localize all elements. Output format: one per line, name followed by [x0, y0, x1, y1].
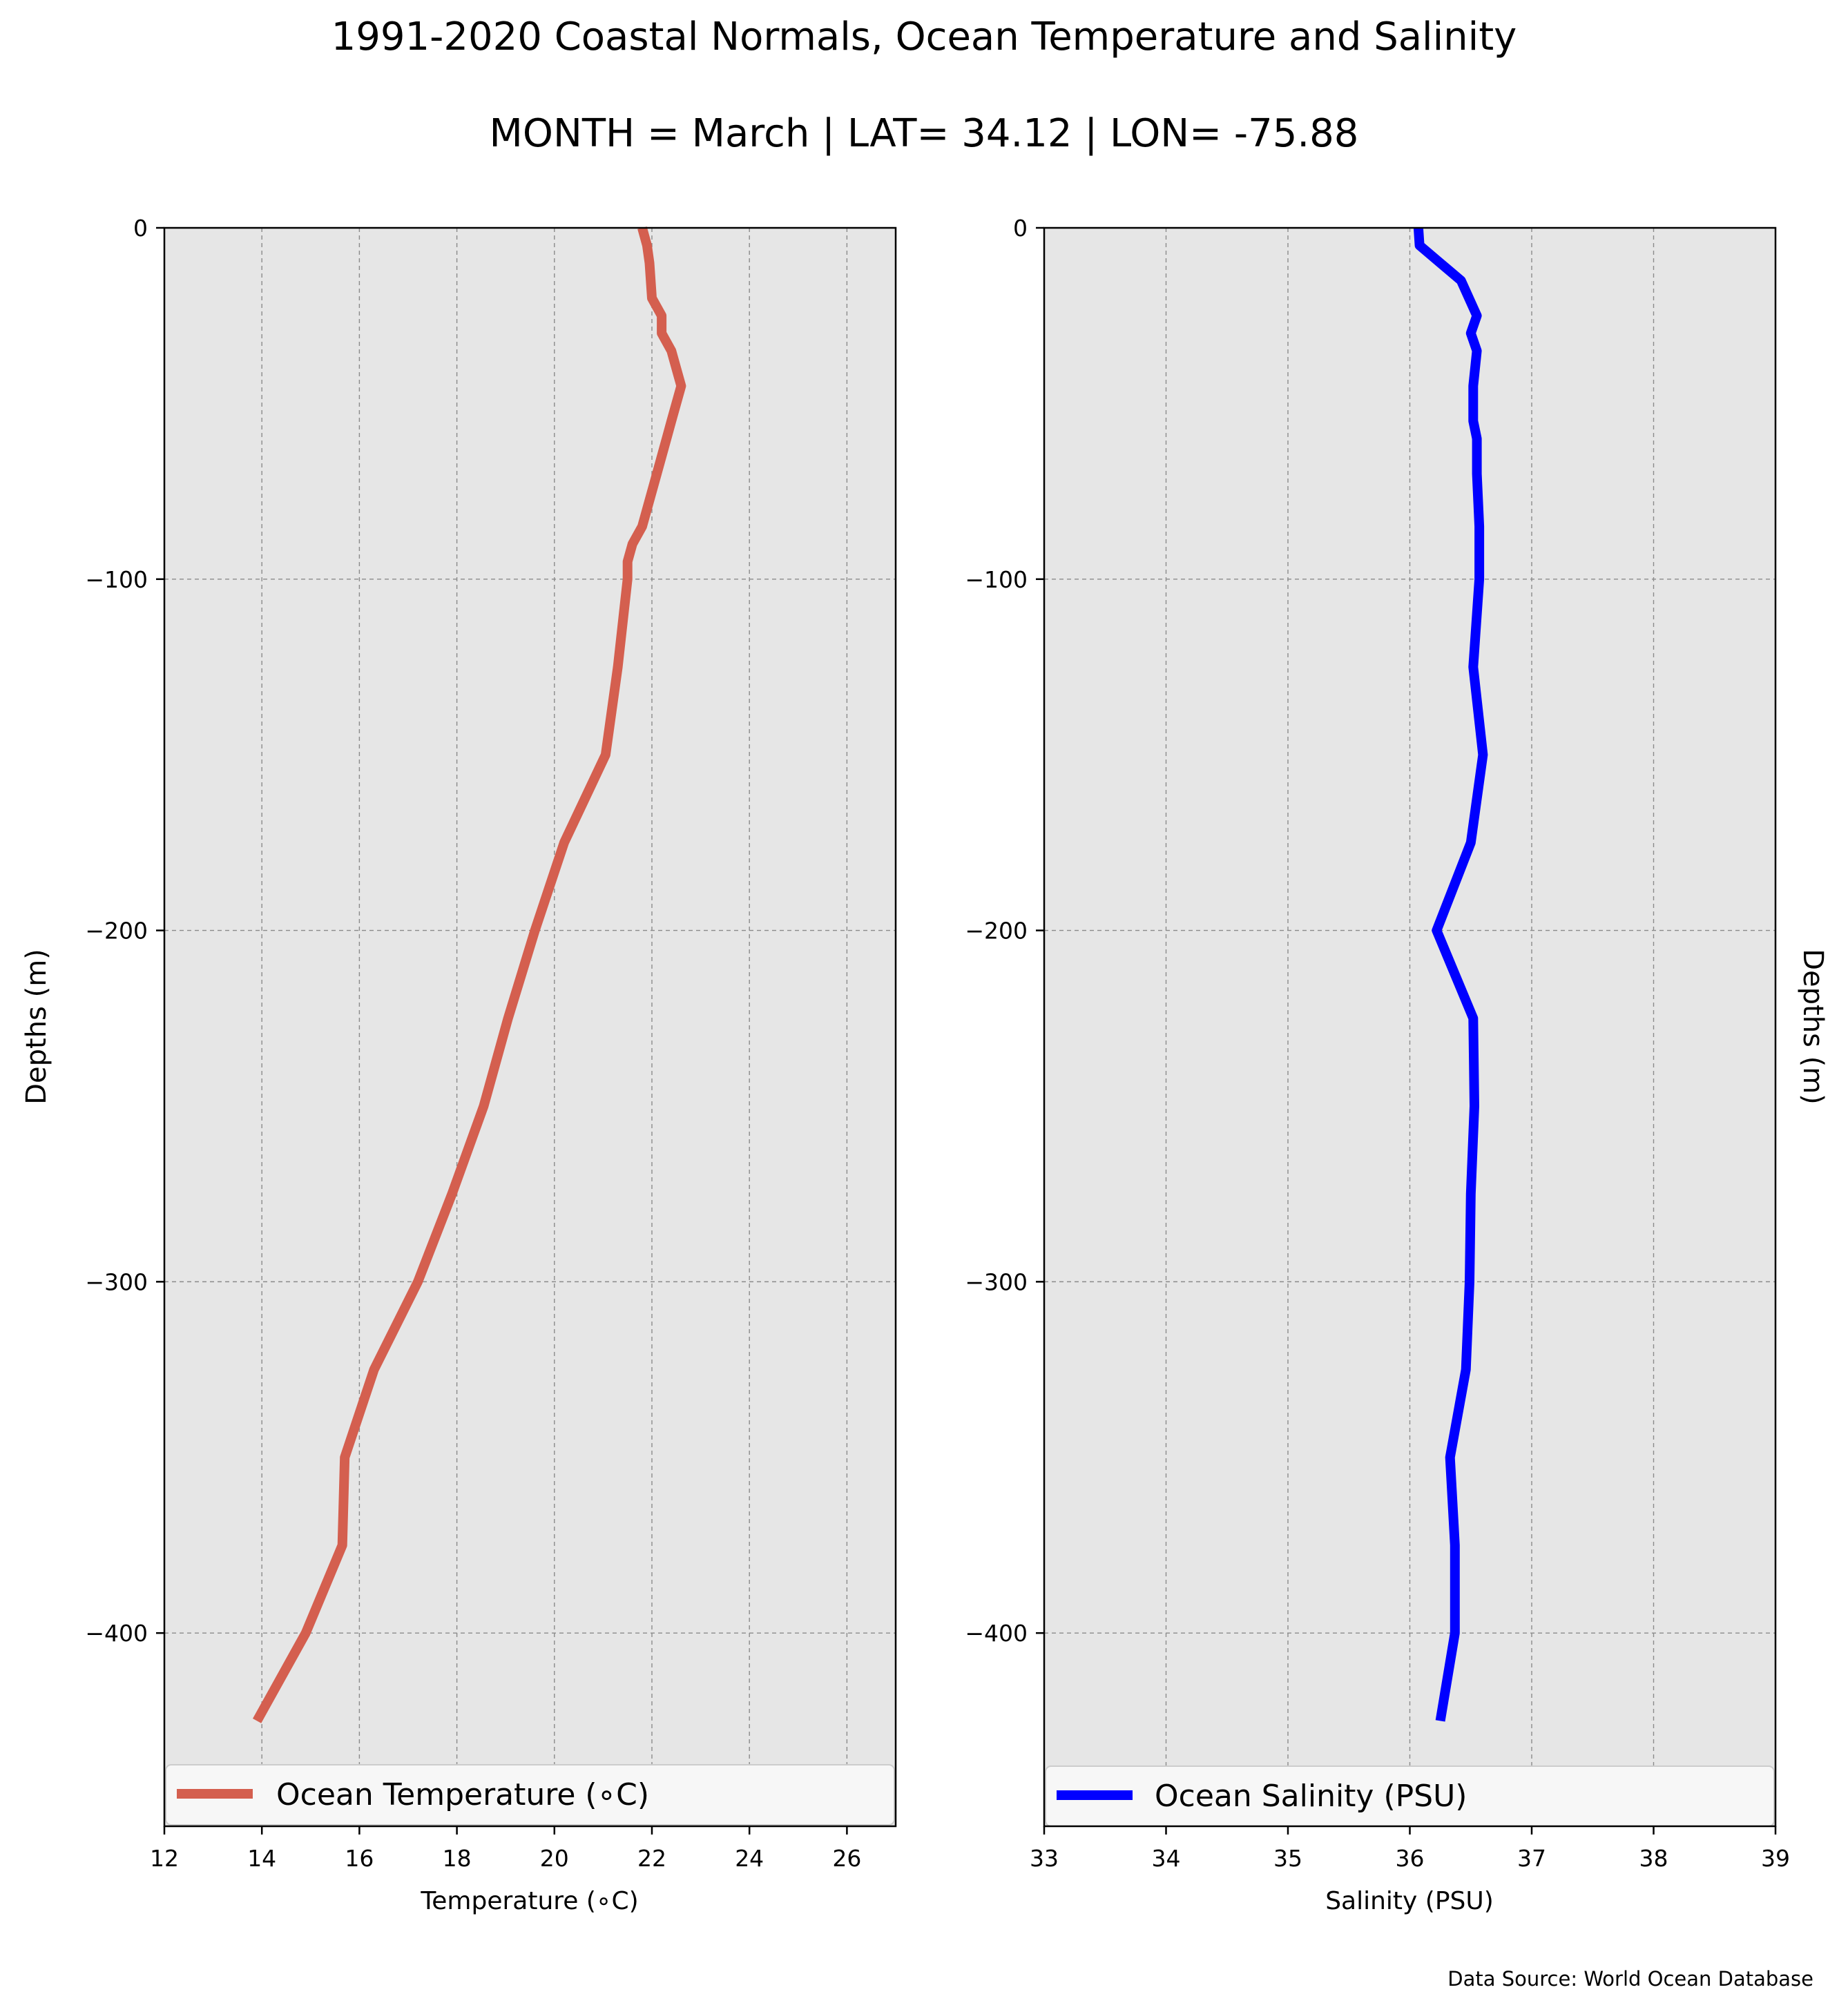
y-tick-label: −100: [965, 566, 1028, 593]
salinity-panel: Ocean Salinity (PSU) 0 −100 −200 −300 −400 3…: [965, 215, 1829, 1915]
x-tick-label: 22: [637, 1845, 666, 1872]
x-tick-label: 33: [1030, 1845, 1059, 1872]
x-axis-label: Salinity (PSU): [1325, 1887, 1494, 1915]
x-tick-label: 36: [1396, 1845, 1425, 1872]
grid: [1044, 228, 1775, 1826]
x-tick-label: 14: [247, 1845, 276, 1872]
x-axis: 12 14 16 18 20 22 24 26: [150, 1826, 861, 1872]
temperature-panel: Ocean Temperature (∘C) 0 −100 −200 −300 −400…: [21, 215, 897, 1915]
temperature-line: [252, 226, 686, 1723]
x-tick-label: 37: [1517, 1845, 1546, 1872]
y-axis-label-right: Depths (m): [1797, 949, 1829, 1105]
plot-area: [164, 228, 896, 1826]
y-tick-label: 0: [133, 215, 148, 242]
plot-frame: [163, 226, 897, 1828]
x-axis-label: Temperature (∘C): [420, 1887, 638, 1915]
legend-label: Ocean Temperature (∘C): [276, 1777, 649, 1812]
y-tick-label: −100: [85, 566, 148, 593]
y-tick-label: −400: [965, 1620, 1028, 1647]
y-axis: 0 −100 −200 −300 −400: [965, 215, 1044, 1647]
chart-title: 1991-2020 Coastal Normals, Ocean Tempera…: [331, 14, 1517, 59]
salinity-line: [1413, 227, 1488, 1722]
x-tick-label: 12: [150, 1845, 179, 1872]
x-tick-label: 16: [345, 1845, 374, 1872]
legend: Ocean Temperature (∘C): [165, 1764, 895, 1826]
legend-label: Ocean Salinity (PSU): [1155, 1779, 1467, 1814]
x-tick-label: 18: [443, 1845, 472, 1872]
y-tick-label: −400: [85, 1620, 148, 1647]
x-tick-label: 24: [735, 1845, 764, 1872]
y-axis: 0 −100 −200 −300 −400: [85, 215, 164, 1647]
x-tick-label: 34: [1152, 1845, 1181, 1872]
y-axis-label: Depths (m): [21, 949, 52, 1105]
y-tick-label: −300: [85, 1268, 148, 1295]
y-tick-label: −300: [965, 1268, 1028, 1295]
y-tick-label: −200: [85, 918, 148, 945]
x-tick-label: 26: [832, 1845, 861, 1872]
y-tick-label: −200: [965, 918, 1028, 945]
x-tick-label: 39: [1761, 1845, 1790, 1872]
chart-subtitle: MONTH = March | LAT= 34.12 | LON= -75.88: [490, 111, 1359, 156]
data-source-note: Data Source: World Ocean Database: [1447, 1967, 1813, 1991]
x-tick-label: 35: [1273, 1845, 1302, 1872]
legend: Ocean Salinity (PSU): [1045, 1765, 1775, 1827]
y-tick-label: 0: [1013, 215, 1028, 242]
legend-box: [165, 1764, 895, 1826]
x-tick-label: 20: [540, 1845, 569, 1872]
x-axis: 33 34 35 36 37 38 39: [1030, 1826, 1790, 1872]
x-tick-label: 38: [1639, 1845, 1668, 1872]
